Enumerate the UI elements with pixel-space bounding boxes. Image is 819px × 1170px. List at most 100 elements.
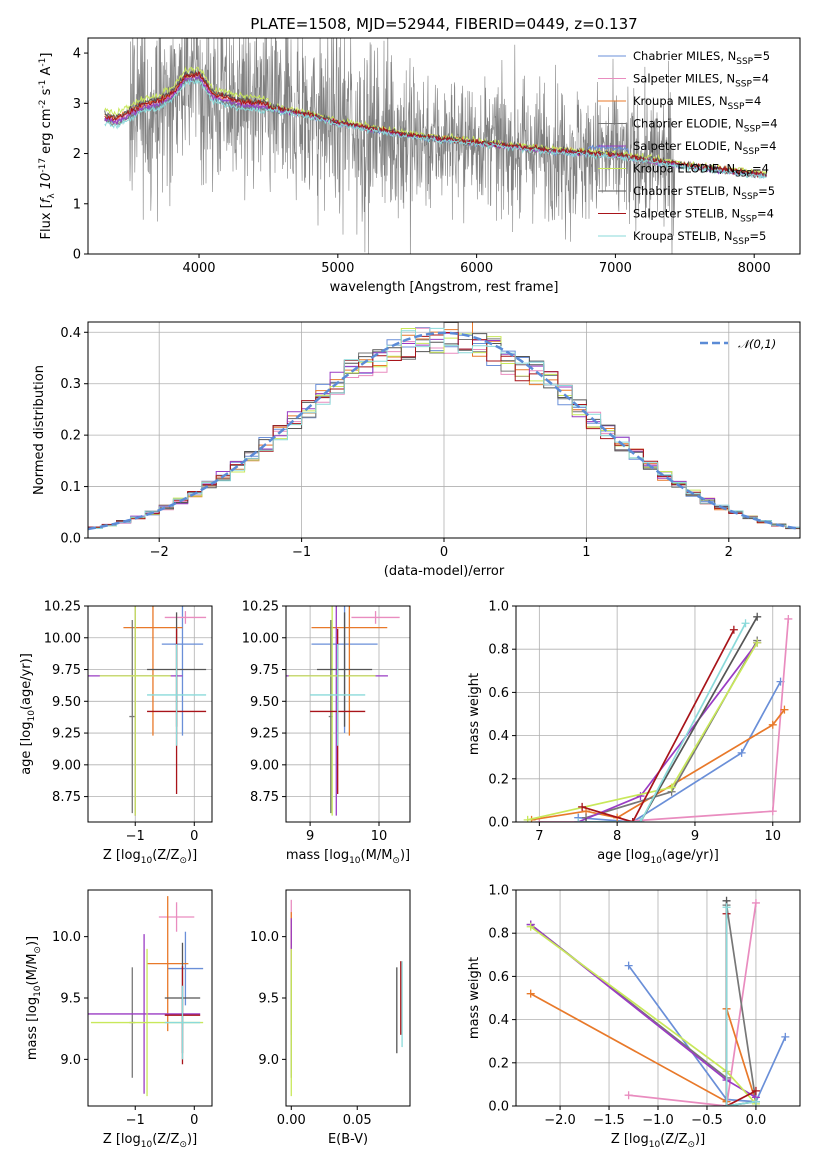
mass_vs_Z-plot <box>88 896 204 1097</box>
mass_weight_vs_age-marker-6-2 <box>753 612 762 621</box>
mass_vs_EBV-xlabel: E(B-V) <box>328 1132 368 1147</box>
spectrum-legend-label-4: Salpeter ELODIE, NSSP​=4 <box>633 139 776 157</box>
mass_weight_vs_age-marker-2-4 <box>780 705 789 714</box>
mass_vs_Z-point-2 <box>147 896 189 1032</box>
spectrum-data-line <box>104 38 767 254</box>
age_vs_Z-xtick-label-0: −1 <box>126 829 145 844</box>
mass_weight_vs_Z-marker-1-0 <box>624 1091 633 1100</box>
mass_weight_vs_age-plot <box>523 612 793 822</box>
age_vs_Z-point-8 <box>147 644 207 746</box>
mass_weight_vs_Z-xtick-label-4: 0.0 <box>746 1113 767 1128</box>
age_vs_Z-ylabel: age [log10​(age/yr)] <box>19 653 37 775</box>
mass_weight_vs_age-xlabel: age [log10​(age/yr)] <box>597 848 719 866</box>
mass_weight_vs_age-marker-5-1 <box>667 783 676 792</box>
mass_weight_vs_Z-line-0 <box>627 965 787 1103</box>
mass_weight_vs_age-ytick-label-5: 1.0 <box>488 600 509 615</box>
mass_weight_vs_age-marker-8-2 <box>741 619 750 628</box>
mass_vs_Z-axes <box>88 896 204 1097</box>
age_vs_mass-xlabel: mass [log10​(M/M⊙​)] <box>286 848 410 866</box>
age_vs_mass-frame-box <box>285 605 411 823</box>
residuals-plot <box>88 322 800 532</box>
mass_vs_Z-xtick-label-1: 0 <box>190 1113 198 1128</box>
mass_weight_vs_age-marker-7-2 <box>729 625 738 634</box>
age_vs_mass-point-5 <box>288 606 376 816</box>
spectrum-xtick-label-4: 8000 <box>738 261 771 276</box>
spectrum-ytick-label-2: 2 <box>73 147 81 162</box>
age_vs_mass-axes <box>286 605 410 822</box>
mass_weight_vs_age-line-5 <box>527 642 758 821</box>
residuals-xtick-label-1: −1 <box>292 545 311 560</box>
mass_weight_vs_Z-marker-1-2 <box>751 898 760 907</box>
age_vs_Z-ytick-label-2: 9.25 <box>52 727 81 742</box>
spectrum-legend-label-8: Kroupa STELIB, NSSP​=5 <box>633 229 766 247</box>
residuals-ytick-label-3: 0.3 <box>60 377 81 392</box>
mass_weight_vs_age-marker-8-1 <box>636 818 645 822</box>
residuals-xtick-label-2: 0 <box>440 545 448 560</box>
mass_weight_vs_age-series-7 <box>578 625 738 822</box>
residuals-ytick-label-2: 0.2 <box>60 429 81 444</box>
mass_weight_vs_age-line-6 <box>586 616 758 822</box>
age_vs_mass-point-8 <box>310 644 366 746</box>
age_vs_mass-point-2 <box>311 606 388 736</box>
age_vs_Z-frame: −1 0 8.75 9.00 9.25 9.50 9.75 10.00 10.25 Z [log1… <box>19 600 213 866</box>
mass_weight_vs_age-frame: 7 8 9 10 0.0 0.2 0.4 0.6 0.8 1.0 age [log10​(age/y… <box>467 600 801 866</box>
residuals-legend: 𝒩(0,1) <box>700 337 776 351</box>
spectrum-ytick-label-3: 3 <box>73 97 81 112</box>
mass_weight_vs_age-marker-1-2 <box>768 807 777 816</box>
mass_weight_vs_age-marker-7-1 <box>628 818 637 822</box>
mass_weight_vs_Z-ytick-label-5: 1.0 <box>488 884 509 899</box>
mass_weight_vs_Z-ytick-label-4: 0.8 <box>488 927 509 942</box>
residuals-normal-curve <box>88 331 798 531</box>
mass_weight_vs_age-marker-0-2 <box>737 748 746 757</box>
mass_weight_vs_age-line-0 <box>578 681 782 822</box>
mass_weight_vs_Z-marker-2-0 <box>526 989 535 998</box>
age_vs_mass-point-6 <box>317 612 373 727</box>
age_vs_Z-xtick-label-1: 0 <box>190 829 198 844</box>
age_vs_Z-point-3 <box>129 619 136 814</box>
spectrum-model-8 <box>104 78 767 180</box>
mass_weight_vs_age-ytick-label-1: 0.2 <box>488 772 509 787</box>
residuals-ytick-label-0: 0.0 <box>60 532 81 547</box>
age_vs_Z-plot <box>88 606 207 816</box>
mass_vs_EBV-xtick-label-1: 0.05 <box>343 1113 372 1128</box>
mass_weight_vs_age-marker-5-2 <box>753 638 762 647</box>
mass_weight_vs_age-ylabel: mass weight <box>467 673 482 755</box>
mass_weight_vs_Z-axes <box>516 889 800 1107</box>
age_vs_Z-ytick-label-1: 9.00 <box>52 758 81 773</box>
spectrum-ytick-label-1: 1 <box>73 197 81 212</box>
spectrum-ytick-label-4: 4 <box>73 47 81 62</box>
age_vs_Z-ytick-label-5: 10.00 <box>44 631 81 646</box>
mass_vs_Z-point-8 <box>164 985 201 1060</box>
mass_weight_vs_age-marker-4-1 <box>636 792 645 801</box>
spectrum-xtick-label-1: 5000 <box>321 261 354 276</box>
mass_weight_vs_age-marker-1-3 <box>784 614 793 623</box>
mass_weight_vs_Z-xtick-label-3: −0.5 <box>691 1113 723 1128</box>
mass_vs_Z-xlabel: Z [log10​(Z/Z⊙​)] <box>103 1132 197 1150</box>
mass_weight_vs_Z-plot <box>526 896 790 1106</box>
age_vs_mass-xtick-label-1: 10 <box>371 829 388 844</box>
mass_weight_vs_Z-series-3 <box>526 901 760 1106</box>
mass_weight_vs_age-marker-6-0 <box>582 818 591 822</box>
mass_vs_Z-point-0 <box>167 931 204 1006</box>
mass_weight_vs_Z-line-3 <box>530 904 757 1102</box>
mass_vs_Z-point-1 <box>158 902 195 932</box>
mass_weight_vs_age-ytick-label-2: 0.4 <box>488 729 509 744</box>
mass_weight_vs_Z-series-2 <box>526 989 760 1106</box>
mass_weight_vs_age-frame-box <box>515 605 801 823</box>
mass_weight_vs_Z-xlabel: Z [log10​(Z/Z⊙​)] <box>611 1132 705 1150</box>
spectrum-legend-label-7: Salpeter STELIB, NSSP​=4 <box>633 207 774 225</box>
mass_weight_vs_Z-xtick-label-0: −2.0 <box>544 1113 576 1128</box>
mass_weight_vs_Z-marker-0-0 <box>624 961 633 970</box>
mass_weight_vs_age-marker-5-0 <box>523 815 532 822</box>
mass_vs_EBV-frame-box <box>285 889 411 1107</box>
spectrum-legend-label-2: Kroupa MILES, NSSP​=4 <box>633 94 761 112</box>
age_vs_mass-frame: 9 10 8.75 9.00 9.25 9.50 9.75 10.00 10.25 mass [l… <box>242 600 411 866</box>
age_vs_Z-point-2 <box>123 606 183 736</box>
spectrum-frame-box <box>87 37 801 255</box>
age_vs_Z-point-0 <box>161 606 204 736</box>
residuals-xtick-label-3: 1 <box>582 545 590 560</box>
mass_weight_vs_age-line-4 <box>577 642 758 822</box>
age_vs_Z-ytick-label-3: 9.50 <box>52 695 81 710</box>
mass_weight_vs_age-xtick-label-1: 8 <box>613 829 621 844</box>
